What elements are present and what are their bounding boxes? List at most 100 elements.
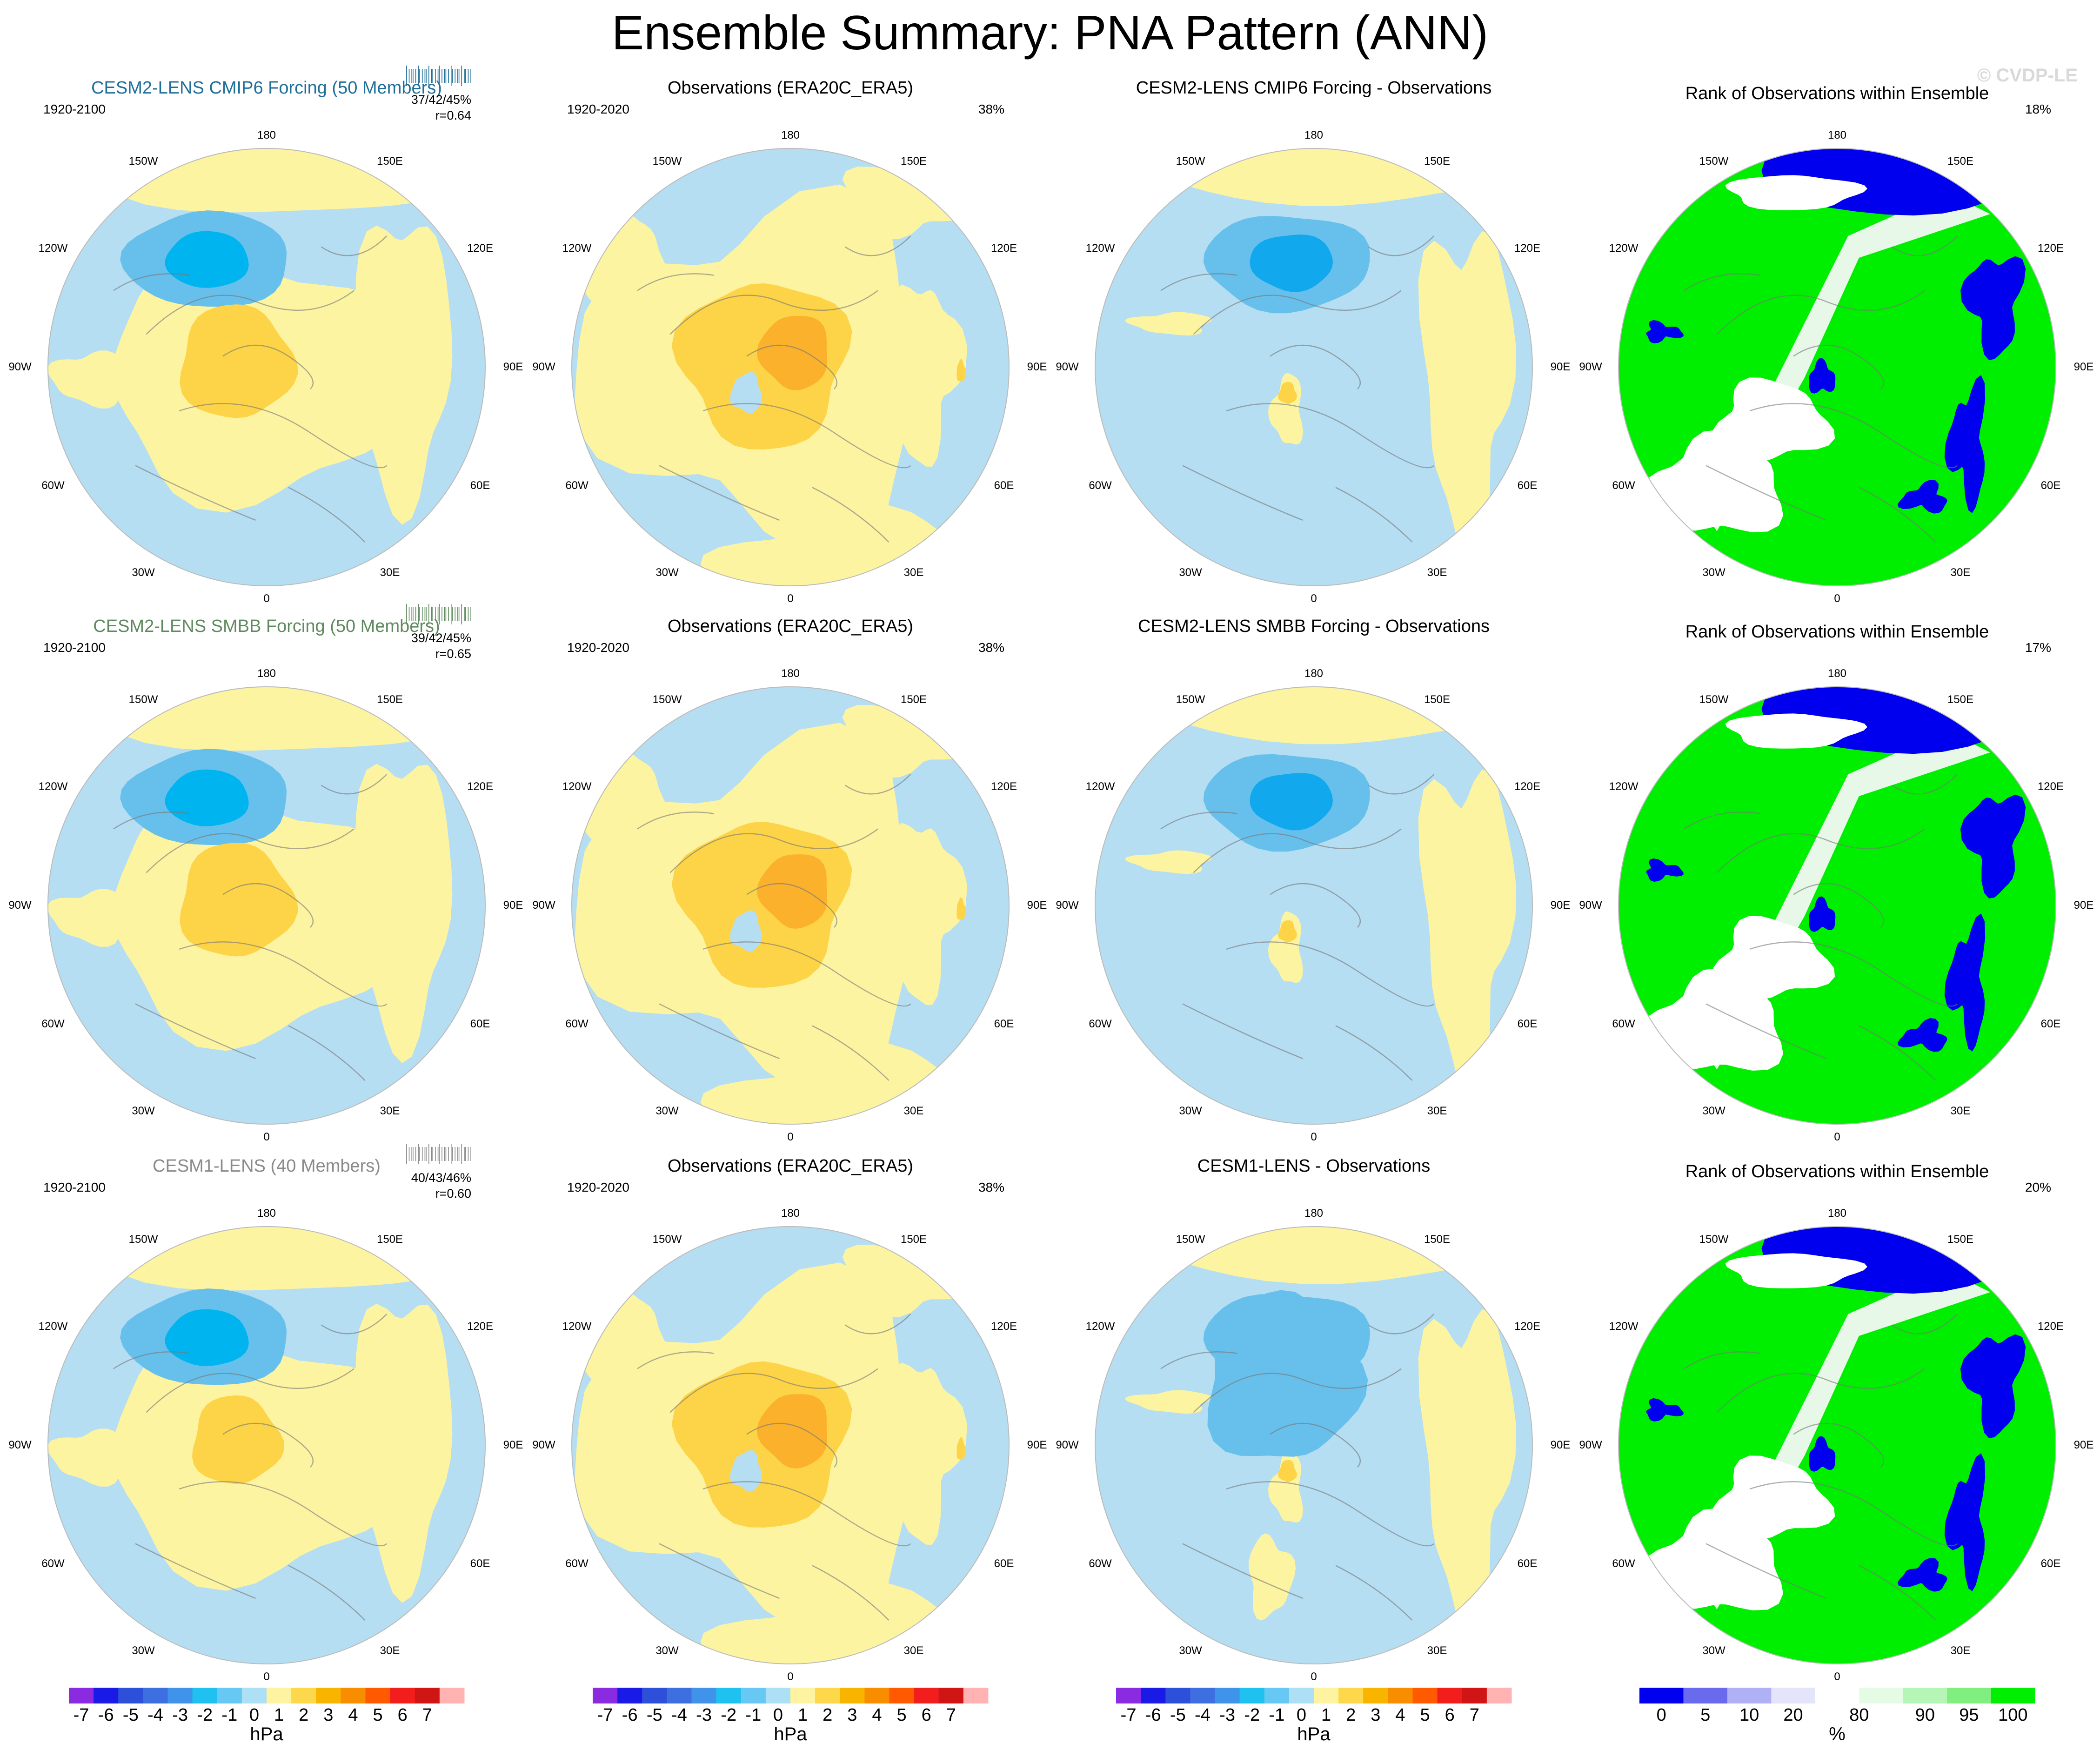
ensemble-strip-icon	[406, 604, 471, 624]
rank-row3-lon-mid-upper-right: 120E	[2037, 1320, 2064, 1333]
hpa-colorbar-2-swatch	[765, 1688, 791, 1703]
model-map-row2	[47, 686, 486, 1125]
hpa-colorbar-1-swatch	[316, 1688, 341, 1703]
diff-title-row1: CESM2-LENS CMIP6 Forcing - Observations	[1136, 78, 1492, 98]
hpa-colorbar-1-swatch	[143, 1688, 168, 1703]
obs-row3-lon-top: 180	[781, 1207, 800, 1220]
rank-row1-lon-mid-upper-right: 120E	[2037, 242, 2064, 255]
rank-colorbar-tick: 95	[1959, 1705, 1979, 1725]
hpa-colorbar-2-swatch	[889, 1688, 915, 1703]
hpa-colorbar-1-swatch	[341, 1688, 366, 1703]
diff-map-row2	[1095, 686, 1533, 1125]
obs-period-row1: 1920-2020	[567, 102, 629, 116]
stats-block-row3: 40/43/46% r=0.60	[378, 1170, 471, 1201]
obs-row2-lon-left: 90W	[532, 899, 555, 912]
rank-map-row2	[1618, 686, 2056, 1125]
obs-row1-lon-right: 90E	[1027, 361, 1047, 373]
hpa-colorbar-1-tick: -4	[147, 1705, 163, 1725]
diff-row3-lon-top: 180	[1304, 1207, 1324, 1220]
model-row2-lon-upper-left: 150W	[128, 693, 158, 706]
stats-block-row1: 37/42/45% r=0.64	[378, 92, 471, 123]
hpa-colorbar-3-swatch	[1412, 1688, 1438, 1703]
watermark: © CVDP-LE	[1977, 65, 2078, 86]
model-row1-lon-upper-right: 150E	[376, 155, 403, 168]
diff-row2-lon-right: 90E	[1550, 899, 1571, 912]
obs-map-row1	[571, 148, 1010, 586]
rank-colorbar-tick: 0	[1656, 1705, 1666, 1725]
model-row2-lon-right: 90E	[503, 899, 523, 912]
diff-map-row1	[1095, 148, 1533, 586]
hpa-colorbar-3-tick: 2	[1346, 1705, 1356, 1725]
obs-map-row2	[571, 686, 1010, 1125]
diff-row2-lon-lower-right: 30E	[1427, 1104, 1447, 1117]
hpa-colorbar-3	[1116, 1688, 1512, 1703]
diff-row2-lon-mid-upper-left: 120W	[1085, 780, 1115, 793]
model-row1-lon-bottom: 0	[263, 592, 270, 605]
obs-row3-lon-mid-lower-left: 60W	[565, 1557, 589, 1570]
rank-colorbar-swatch	[1947, 1688, 1992, 1703]
diff-row3-lon-right: 90E	[1550, 1439, 1571, 1451]
stats-r: r=0.64	[435, 108, 471, 122]
ensemble-strip-icon	[406, 1144, 471, 1164]
obs-row3-lon-mid-lower-right: 60E	[994, 1557, 1014, 1570]
obs-row3-lon-lower-right: 30E	[903, 1644, 924, 1657]
stats-r: r=0.65	[435, 647, 471, 661]
hpa-colorbar-3-tick: -7	[1120, 1705, 1137, 1725]
obs-period-row2: 1920-2020	[567, 640, 629, 655]
obs-row1-lon-mid-upper-left: 120W	[562, 242, 592, 255]
hpa-colorbar-1-swatch	[241, 1688, 267, 1703]
model-row2-lon-top: 180	[257, 667, 276, 680]
model-period-row2: 1920-2100	[43, 640, 106, 655]
obs-row1-lon-upper-left: 150W	[652, 155, 682, 168]
rank-row3-lon-top: 180	[1827, 1207, 1847, 1220]
hpa-colorbar-2-swatch	[963, 1688, 989, 1703]
hpa-colorbar-3-tick: 3	[1371, 1705, 1381, 1725]
model-row3-lon-lower-right: 30E	[380, 1644, 400, 1657]
hpa-colorbar-2-swatch	[716, 1688, 742, 1703]
hpa-colorbar-3-swatch	[1141, 1688, 1166, 1703]
hpa-colorbar-1-tick: 0	[249, 1705, 260, 1725]
obs-row3-lon-bottom: 0	[787, 1670, 794, 1683]
rank-colorbar-swatch	[1727, 1688, 1772, 1703]
model-row1-lon-mid-upper-right: 120E	[467, 242, 494, 255]
hpa-colorbar-2-tick: 4	[872, 1705, 882, 1725]
hpa-colorbar-2-swatch	[864, 1688, 889, 1703]
hpa-colorbar-1-tick: 7	[422, 1705, 432, 1725]
model-row1-lon-lower-left: 30W	[132, 566, 155, 579]
rank-colorbar-tick: 5	[1700, 1705, 1711, 1725]
model-row1-lon-top: 180	[257, 129, 276, 141]
diff-row3-lon-mid-lower-right: 60E	[1517, 1557, 1538, 1570]
model-row3-lon-mid-lower-left: 60W	[41, 1557, 65, 1570]
rank-map-row1	[1618, 148, 2056, 586]
hpa-colorbar-3-tick: 1	[1321, 1705, 1331, 1725]
rank-row2-lon-mid-lower-right: 60E	[2040, 1018, 2061, 1030]
hpa-colorbar-2-unit: hPa	[774, 1724, 807, 1744]
hpa-colorbar-1-tick: -1	[221, 1705, 238, 1725]
hpa-colorbar-1-unit: hPa	[250, 1724, 283, 1744]
obs-row2-lon-upper-left: 150W	[652, 693, 682, 706]
hpa-colorbar-3-tick: 5	[1420, 1705, 1430, 1725]
obs-row2-lon-upper-right: 150E	[900, 693, 927, 706]
diff-row1-lon-upper-right: 150E	[1424, 155, 1451, 168]
rank-pct-row2: 17%	[2025, 640, 2051, 655]
rank-pct-row3: 20%	[2025, 1180, 2051, 1194]
hpa-colorbar-2-tick: -6	[622, 1705, 638, 1725]
rank-row3-lon-mid-upper-left: 120W	[1609, 1320, 1639, 1333]
obs-row3-lon-mid-upper-left: 120W	[562, 1320, 592, 1333]
diff-row2-lon-mid-upper-right: 120E	[1514, 780, 1541, 793]
hpa-colorbar-1-tick: -5	[122, 1705, 139, 1725]
hpa-colorbar-3-swatch	[1314, 1688, 1339, 1703]
model-row2-lon-lower-left: 30W	[132, 1104, 155, 1117]
rank-row1-lon-mid-upper-left: 120W	[1609, 242, 1639, 255]
diff-row1-lon-mid-lower-right: 60E	[1517, 479, 1538, 492]
obs-row1-lon-mid-lower-right: 60E	[994, 479, 1014, 492]
rank-row1-lon-lower-right: 30E	[1950, 566, 1971, 579]
rank-row3-lon-upper-left: 150W	[1699, 1233, 1729, 1246]
rank-colorbar-swatch	[1903, 1688, 1947, 1703]
rank-colorbar-swatch	[1991, 1688, 2035, 1703]
rank-colorbar-tick: 80	[1849, 1705, 1869, 1725]
hpa-colorbar-3-tick: -4	[1195, 1705, 1211, 1725]
model-title-row2: CESM2-LENS SMBB Forcing (50 Members)	[93, 617, 440, 636]
hpa-colorbar-3-swatch	[1116, 1688, 1141, 1703]
diff-row1-lon-mid-upper-left: 120W	[1085, 242, 1115, 255]
